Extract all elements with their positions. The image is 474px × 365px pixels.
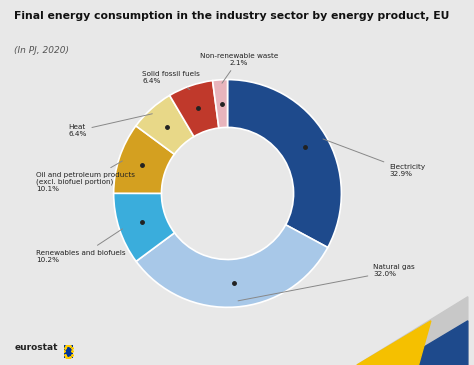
Text: Renewables and biofuels
10.2%: Renewables and biofuels 10.2%: [36, 229, 126, 262]
Text: Oil and petroleum products
(excl. biofuel portion)
10.1%: Oil and petroleum products (excl. biofue…: [36, 161, 135, 192]
Wedge shape: [212, 80, 228, 128]
Text: Electricity
32.9%: Electricity 32.9%: [323, 139, 425, 177]
Text: eurostat: eurostat: [14, 343, 58, 352]
Text: Heat
6.4%: Heat 6.4%: [68, 114, 152, 137]
Text: (In PJ, 2020): (In PJ, 2020): [14, 46, 69, 55]
Text: Natural gas
32.0%: Natural gas 32.0%: [238, 264, 415, 301]
Text: Solid fossil fuels
6.4%: Solid fossil fuels 6.4%: [142, 71, 200, 90]
Polygon shape: [394, 321, 468, 365]
Wedge shape: [136, 225, 328, 307]
Wedge shape: [170, 81, 219, 137]
Polygon shape: [357, 321, 431, 365]
Polygon shape: [357, 297, 468, 365]
Wedge shape: [114, 193, 174, 261]
Wedge shape: [114, 126, 174, 193]
Wedge shape: [228, 80, 341, 247]
Text: Final energy consumption in the industry sector by energy product, EU: Final energy consumption in the industry…: [14, 11, 450, 21]
Wedge shape: [136, 95, 194, 154]
Text: Non-renewable waste
2.1%: Non-renewable waste 2.1%: [200, 53, 278, 83]
